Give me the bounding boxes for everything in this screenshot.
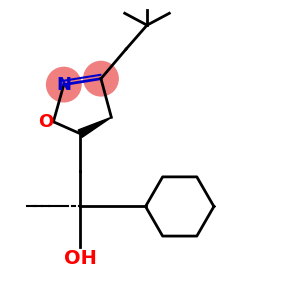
Text: N: N: [56, 76, 71, 94]
Circle shape: [84, 61, 118, 96]
Circle shape: [46, 68, 81, 102]
Polygon shape: [78, 117, 111, 137]
Text: O: O: [38, 113, 54, 131]
Text: OH: OH: [64, 249, 97, 268]
